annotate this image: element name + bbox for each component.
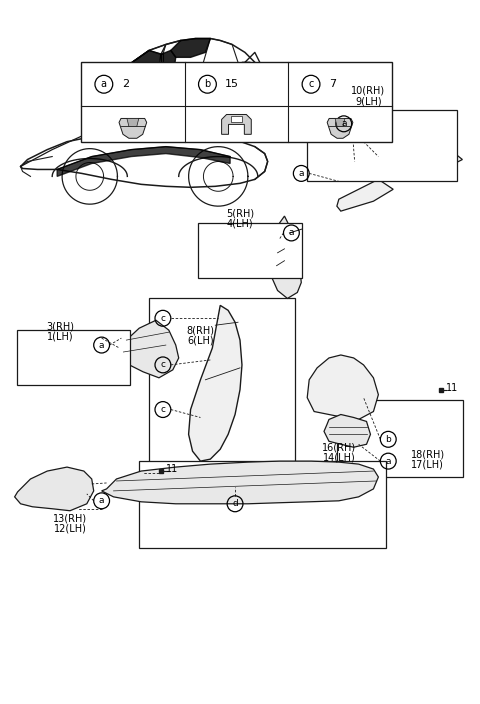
Text: 13(RH): 13(RH)	[53, 514, 87, 524]
Text: 18(RH): 18(RH)	[411, 449, 445, 459]
Polygon shape	[307, 355, 378, 420]
Text: 12(LH): 12(LH)	[54, 524, 86, 534]
Text: b: b	[385, 435, 391, 444]
Text: 3(RH): 3(RH)	[46, 321, 74, 331]
Text: 15: 15	[225, 80, 239, 89]
Polygon shape	[222, 115, 251, 134]
Polygon shape	[127, 118, 139, 127]
Bar	[139, 461, 386, 548]
Text: a: a	[288, 228, 294, 237]
Polygon shape	[102, 461, 378, 504]
Text: c: c	[160, 360, 166, 370]
Polygon shape	[268, 216, 301, 298]
Polygon shape	[171, 39, 210, 57]
Text: c: c	[160, 405, 166, 414]
Polygon shape	[156, 51, 176, 130]
Bar	[199, 223, 302, 277]
Text: 17(LH): 17(LH)	[411, 459, 444, 469]
Text: 6(LH): 6(LH)	[187, 335, 214, 345]
Text: a: a	[385, 457, 391, 465]
Text: 10(RH): 10(RH)	[351, 85, 385, 95]
Polygon shape	[354, 151, 462, 177]
Text: 4(LH): 4(LH)	[227, 218, 253, 228]
Polygon shape	[57, 146, 230, 177]
Text: 11: 11	[445, 383, 458, 393]
Text: 1(LH): 1(LH)	[47, 331, 73, 341]
Text: b: b	[204, 80, 211, 89]
Text: c: c	[160, 314, 166, 322]
Text: a: a	[99, 341, 104, 350]
Polygon shape	[230, 116, 242, 122]
Text: 8(RH): 8(RH)	[186, 325, 215, 335]
Text: 16(RH): 16(RH)	[322, 442, 356, 452]
Bar	[337, 400, 463, 477]
Text: 9(LH): 9(LH)	[355, 97, 382, 107]
Text: 5(RH): 5(RH)	[226, 208, 254, 218]
Bar	[81, 62, 392, 142]
Text: 2: 2	[121, 80, 129, 89]
Polygon shape	[327, 118, 353, 138]
Text: 14(LH): 14(LH)	[323, 452, 355, 462]
Polygon shape	[119, 118, 147, 138]
Polygon shape	[324, 415, 371, 447]
Polygon shape	[335, 118, 345, 127]
Text: c: c	[308, 80, 314, 89]
Text: 7: 7	[329, 80, 336, 89]
Text: 11: 11	[166, 464, 178, 474]
Polygon shape	[189, 306, 242, 461]
Bar	[149, 298, 295, 475]
Text: a: a	[99, 496, 104, 505]
Polygon shape	[92, 64, 136, 107]
Polygon shape	[180, 73, 210, 92]
Bar	[17, 330, 130, 385]
Text: a: a	[101, 80, 107, 89]
Polygon shape	[337, 180, 393, 211]
Polygon shape	[121, 51, 161, 97]
Text: a: a	[341, 119, 347, 128]
Bar	[307, 110, 457, 182]
Polygon shape	[113, 320, 179, 378]
Text: d: d	[232, 499, 238, 508]
Polygon shape	[129, 102, 151, 120]
Text: a: a	[299, 169, 304, 178]
Polygon shape	[14, 467, 94, 510]
Polygon shape	[225, 63, 255, 134]
